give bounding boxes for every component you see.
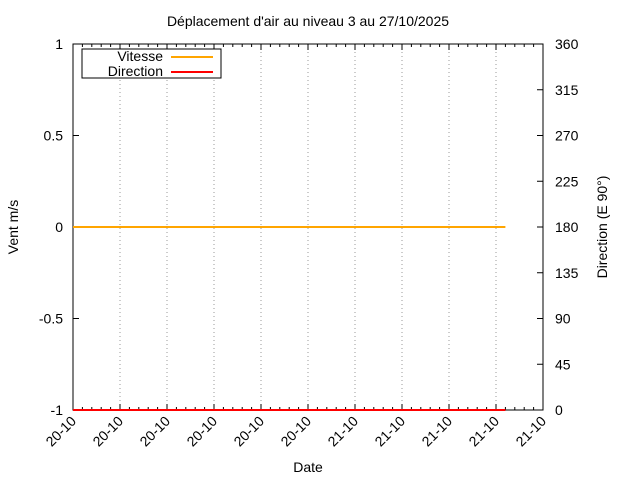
x-tick-label: 20-10 bbox=[183, 413, 220, 450]
x-tick-label: 21-10 bbox=[371, 413, 408, 450]
x-tick-label: 20-10 bbox=[136, 413, 173, 450]
x-tick-label: 21-10 bbox=[324, 413, 361, 450]
legend-label-vitesse: Vitesse bbox=[117, 48, 163, 64]
y2-tick-label: 90 bbox=[555, 311, 571, 327]
y-tick-label: 0.5 bbox=[44, 128, 64, 144]
y2-tick-label: 0 bbox=[555, 402, 563, 418]
y2-tick-label: 270 bbox=[555, 128, 579, 144]
legend-label-direction: Direction bbox=[108, 63, 163, 79]
y2-axis-label: Direction (E 90°) bbox=[594, 176, 610, 279]
y-tick-label: -0.5 bbox=[39, 311, 63, 327]
y2-tick-label: 135 bbox=[555, 265, 579, 281]
y2-tick-label: 225 bbox=[555, 173, 579, 189]
x-tick-label: 20-10 bbox=[277, 413, 314, 450]
legend: Vitesse Direction bbox=[81, 48, 222, 79]
y2-tick-label: 180 bbox=[555, 219, 579, 235]
chart-title: Déplacement d'air au niveau 3 au 27/10/2… bbox=[167, 13, 449, 29]
y-axis-label: Vent m/s bbox=[5, 200, 21, 254]
y-tick-label: 0 bbox=[55, 219, 63, 235]
legend-box bbox=[81, 48, 222, 79]
x-axis-label: Date bbox=[293, 459, 323, 475]
x-tick-label: 21-10 bbox=[512, 413, 549, 450]
x-tick-label: 20-10 bbox=[42, 413, 79, 450]
x-tick-label: 20-10 bbox=[89, 413, 126, 450]
y-tick-label: 1 bbox=[55, 36, 63, 52]
y-tick-label: -1 bbox=[51, 402, 64, 418]
y2-tick-label: 45 bbox=[555, 356, 571, 372]
x-tick-label: 21-10 bbox=[418, 413, 455, 450]
y2-tick-label: 315 bbox=[555, 82, 579, 98]
x-tick-label: 21-10 bbox=[465, 413, 502, 450]
x-tick-label: 20-10 bbox=[230, 413, 267, 450]
y2-tick-label: 360 bbox=[555, 36, 579, 52]
